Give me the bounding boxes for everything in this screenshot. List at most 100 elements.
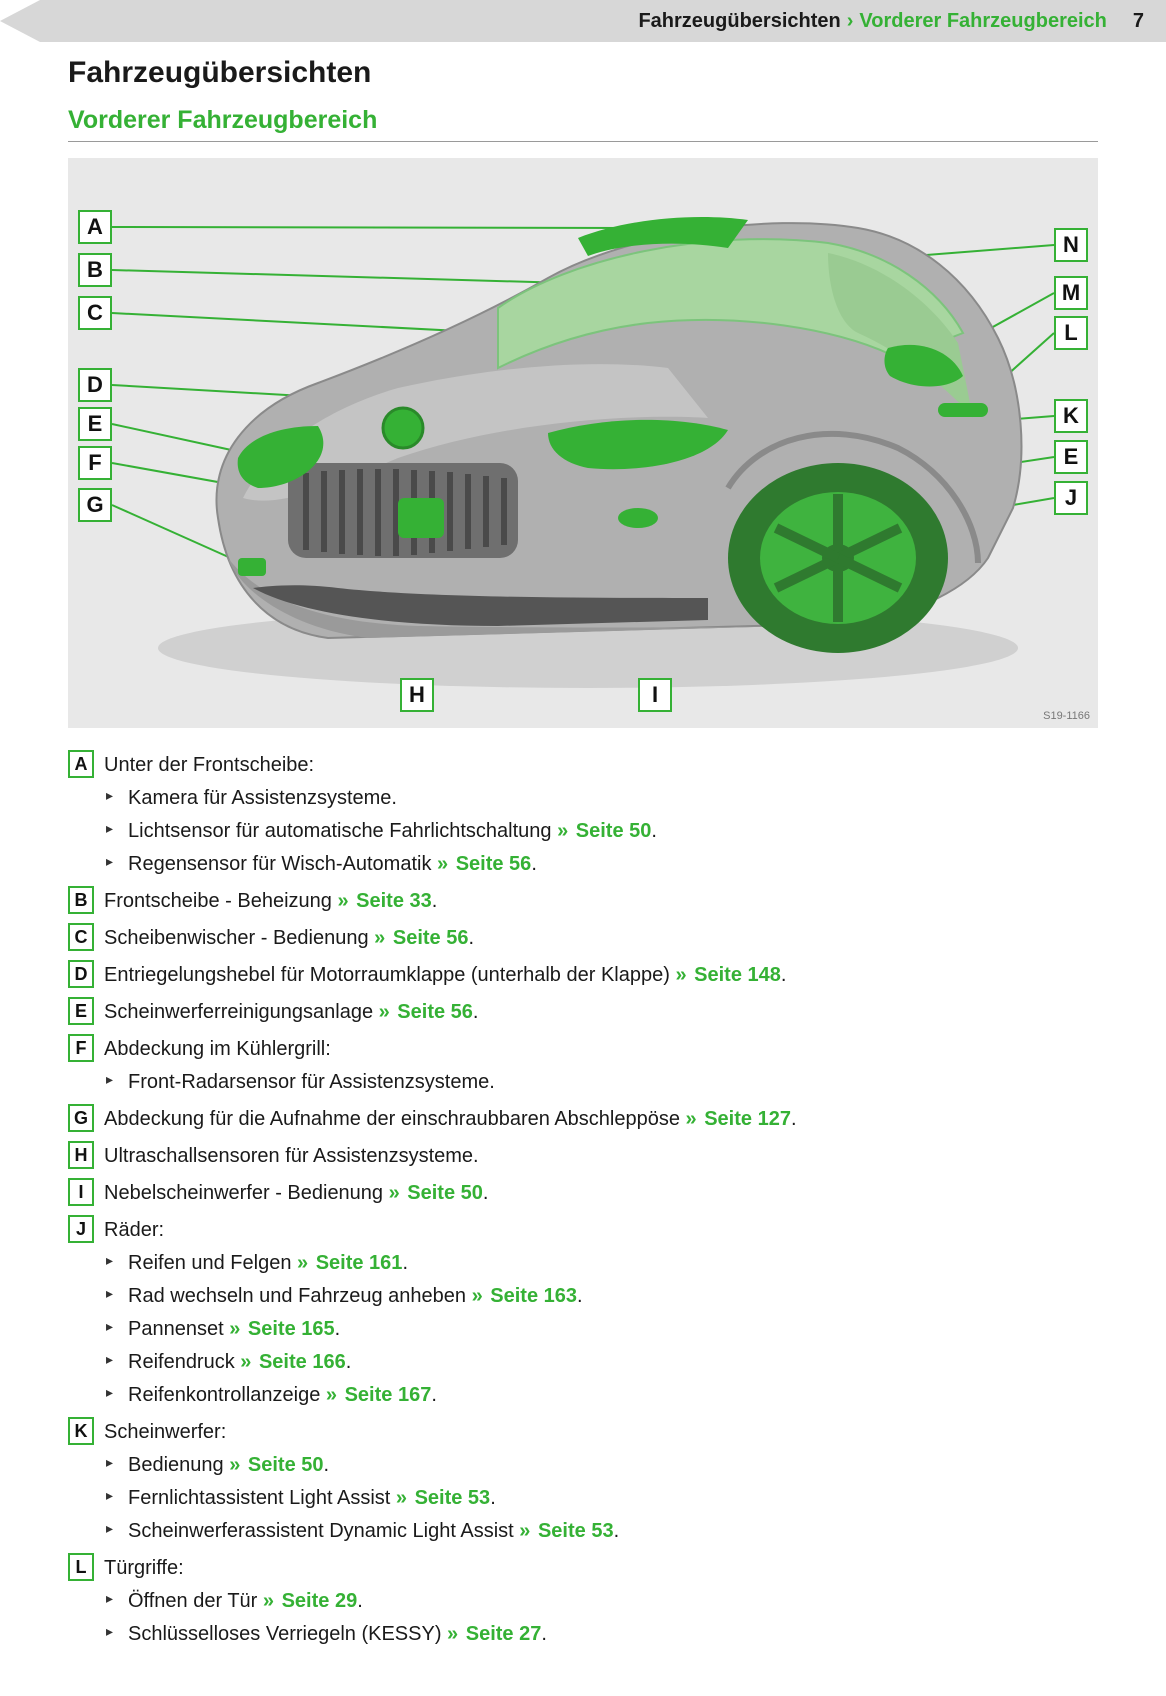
header-subsection: Vorderer Fahrzeugbereich (859, 10, 1106, 33)
definition-label: I (68, 1178, 94, 1206)
callout-g: G (78, 488, 112, 522)
callout-e: E (78, 407, 112, 441)
definition-text: Unter der Frontscheibe: (104, 754, 314, 776)
definition-label: B (68, 886, 94, 914)
definition-body: Frontscheibe - Beheizung » Seite 33. (104, 886, 1098, 917)
list-item: Öffnen der Tür » Seite 29. (104, 1586, 1098, 1617)
callout-h: H (400, 678, 434, 712)
callout-e: E (1054, 440, 1088, 474)
definition-text: Nebelscheinwerfer - Bedienung (104, 1182, 389, 1204)
page-link[interactable]: » Seite 167 (326, 1384, 431, 1406)
definition-sublist: Bedienung » Seite 50.Fernlichtassistent … (104, 1450, 1098, 1547)
car-illustration (68, 158, 1098, 728)
callout-f: F (78, 446, 112, 480)
definition-body: Entriegelungshebel für Motorraumklappe (… (104, 960, 1098, 991)
header-section: Fahrzeugübersichten (638, 10, 840, 33)
content: Fahrzeugübersichten Vorderer Fahrzeugber… (0, 56, 1166, 1696)
definition-body: Unter der Frontscheibe: Kamera für Assist… (104, 750, 1098, 880)
definition-label: K (68, 1417, 94, 1445)
page-link[interactable]: » Seite 50 (389, 1182, 483, 1204)
definition-sublist: Öffnen der Tür » Seite 29.Schlüsselloses… (104, 1586, 1098, 1650)
page-link[interactable]: » Seite 50 (557, 820, 651, 842)
definition-label: C (68, 923, 94, 951)
list-item: Pannenset » Seite 165. (104, 1314, 1098, 1345)
definition-text: Räder: (104, 1219, 164, 1241)
list-item: Regensensor für Wisch-Automatik » Seite … (104, 849, 1098, 880)
list-item: Reifendruck » Seite 166. (104, 1347, 1098, 1378)
figure-credit: S19-1166 (1043, 710, 1090, 722)
definition-row: AUnter der Frontscheibe:Kamera für Assis… (68, 750, 1098, 880)
page-link[interactable]: » Seite 50 (229, 1454, 323, 1476)
page-title: Fahrzeugübersichten (68, 56, 1098, 90)
definition-label: E (68, 997, 94, 1025)
list-item: Reifen und Felgen » Seite 161. (104, 1248, 1098, 1279)
definition-row: F Abdeckung im Kühlergrill: Front-Radarsen… (68, 1034, 1098, 1098)
definition-text: Frontscheibe - Beheizung (104, 890, 337, 912)
definition-row: C Scheibenwischer - Bedienung » Seite 56. (68, 923, 1098, 954)
definition-text: Scheibenwischer - Bedienung (104, 927, 374, 949)
page-link[interactable]: » Seite 148 (675, 964, 780, 986)
page-link[interactable]: » Seite 127 (686, 1108, 791, 1130)
page-link[interactable]: » Seite 27 (447, 1623, 541, 1645)
definition-label: H (68, 1141, 94, 1169)
list-item: Front-Radarsensor für Assistenzsysteme. (104, 1067, 1098, 1098)
list-item: Kamera für Assistenzsysteme. (104, 783, 1098, 814)
chevron-icon: › (847, 10, 854, 33)
page-link[interactable]: » Seite 56 (437, 853, 531, 875)
vehicle-diagram: S19-1166 ABCDEFGNMLKEJHI (68, 158, 1098, 728)
list-item: Lichtsensor für automatische Fahrlichtsc… (104, 816, 1098, 847)
definition-row: D Entriegelungshebel für Motorraumklappe … (68, 960, 1098, 991)
definition-label: D (68, 960, 94, 988)
page-link[interactable]: » Seite 56 (374, 927, 468, 949)
list-item: Scheinwerferassistent Dynamic Light Assi… (104, 1516, 1098, 1547)
definition-sublist: Kamera für Assistenzsysteme.Lichtsensor … (104, 783, 1098, 880)
definition-row: L Türgriffe: Öffnen der Tür » Seite 29.Sch… (68, 1553, 1098, 1650)
definition-row: B Frontscheibe - Beheizung » Seite 33. (68, 886, 1098, 917)
definition-label: G (68, 1104, 94, 1132)
callout-l: L (1054, 316, 1088, 350)
page-link[interactable]: » Seite 53 (519, 1520, 613, 1542)
definition-sublist: Front-Radarsensor für Assistenzsysteme. (104, 1067, 1098, 1098)
list-item: Reifenkontrollanzeige » Seite 167. (104, 1380, 1098, 1411)
definition-label: F (68, 1034, 94, 1062)
definition-text: Abdeckung für die Aufnahme der einschrau… (104, 1108, 686, 1130)
definition-text: Türgriffe: (104, 1557, 184, 1579)
definition-row: G Abdeckung für die Aufnahme der einschra… (68, 1104, 1098, 1135)
callout-c: C (78, 296, 112, 330)
definition-body: Scheinwerferreinigungsanlage » Seite 56. (104, 997, 1098, 1028)
definition-text: Scheinwerfer: (104, 1421, 226, 1443)
definition-text: Abdeckung im Kühlergrill: (104, 1038, 331, 1060)
page-link[interactable]: » Seite 33 (337, 890, 431, 912)
definition-row: HUltraschallsensoren für Assistenzsystem… (68, 1141, 1098, 1172)
definition-text: Scheinwerferreinigungsanlage (104, 1001, 379, 1023)
callout-d: D (78, 368, 112, 402)
definition-body: Scheibenwischer - Bedienung » Seite 56. (104, 923, 1098, 954)
list-item: Bedienung » Seite 50. (104, 1450, 1098, 1481)
page-link[interactable]: » Seite 165 (229, 1318, 334, 1340)
definition-body: Räder: Reifen und Felgen » Seite 161.Rad … (104, 1215, 1098, 1411)
definition-row: J Räder: Reifen und Felgen » Seite 161.Rad… (68, 1215, 1098, 1411)
page-link[interactable]: » Seite 163 (472, 1285, 577, 1307)
page-link[interactable]: » Seite 166 (240, 1351, 345, 1373)
page-link[interactable]: » Seite 29 (263, 1590, 357, 1612)
definition-label: L (68, 1553, 94, 1581)
definition-body: Nebelscheinwerfer - Bedienung » Seite 50… (104, 1178, 1098, 1209)
callout-k: K (1054, 399, 1088, 433)
section-title: Vorderer Fahrzeugbereich (68, 106, 1098, 142)
page-link[interactable]: » Seite 161 (297, 1252, 402, 1274)
definition-label: J (68, 1215, 94, 1243)
page-number: 7 (1133, 10, 1144, 33)
definition-body: Türgriffe: Öffnen der Tür » Seite 29.Schl… (104, 1553, 1098, 1650)
definition-row: I Nebelscheinwerfer - Bedienung » Seite 5… (68, 1178, 1098, 1209)
page-header: Fahrzeugübersichten › Vorderer Fahrzeugb… (0, 0, 1166, 42)
list-item: Fernlichtassistent Light Assist » Seite … (104, 1483, 1098, 1514)
page-link[interactable]: » Seite 56 (379, 1001, 473, 1023)
callout-i: I (638, 678, 672, 712)
page-link[interactable]: » Seite 53 (396, 1487, 490, 1509)
definition-sublist: Reifen und Felgen » Seite 161.Rad wechse… (104, 1248, 1098, 1411)
callout-b: B (78, 253, 112, 287)
definition-body: Abdeckung im Kühlergrill: Front-Radarsens… (104, 1034, 1098, 1098)
definition-body: Abdeckung für die Aufnahme der einschrau… (104, 1104, 1098, 1135)
list-item: Schlüsselloses Verriegeln (KESSY) » Seit… (104, 1619, 1098, 1650)
callout-j: J (1054, 481, 1088, 515)
